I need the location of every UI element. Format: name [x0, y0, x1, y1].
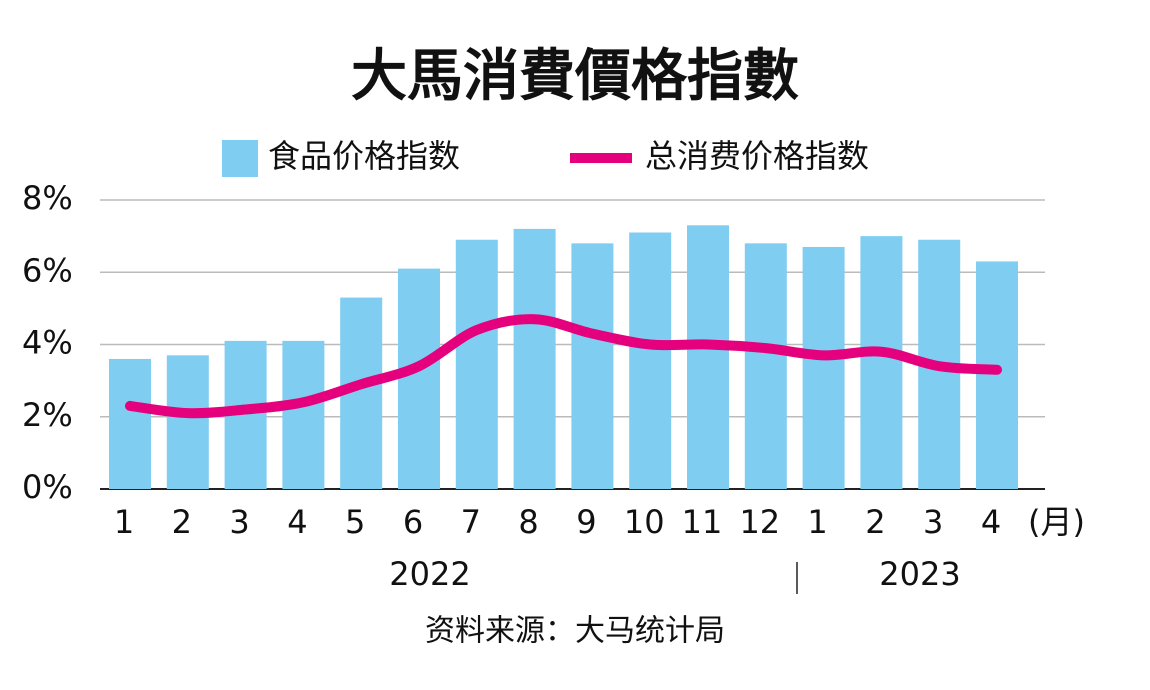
x-tick-label: 4: [981, 503, 1001, 541]
chart-title: 大馬消費價格指數: [351, 44, 799, 109]
y-tick-label: 4%: [22, 324, 73, 362]
x-tick-label: 7: [461, 503, 481, 541]
line: [125, 314, 1002, 419]
bar: [860, 236, 903, 489]
y-tick-label: 8%: [22, 179, 73, 217]
x-tick-label: 5: [345, 503, 365, 541]
legend-label: 总消费价格指数: [645, 137, 869, 175]
bar: [282, 340, 325, 489]
y-tick-label: 0%: [22, 468, 73, 506]
bar: [166, 355, 209, 489]
x-tick-label: 1: [114, 503, 134, 541]
source: 资料来源：大马统计局: [425, 614, 725, 649]
x-tick-label: 3: [923, 503, 943, 541]
x-tick-label: 4: [287, 503, 307, 541]
bar: [513, 228, 556, 489]
x-tick-label: 3: [229, 503, 249, 541]
x-tick-label: 2: [172, 503, 192, 541]
bar: [976, 261, 1018, 489]
unit-label: (月): [1028, 503, 1085, 541]
bar: [571, 243, 614, 489]
bar: [398, 268, 440, 489]
bar: [802, 246, 845, 489]
x-tick-label: 12: [739, 503, 780, 541]
bar: [109, 358, 151, 489]
y-tick-label: 6%: [22, 251, 73, 289]
legend-swatch: [222, 140, 258, 177]
bar: [455, 239, 498, 489]
x-tick-label: 10: [624, 503, 665, 541]
year-label: 2023: [879, 555, 960, 593]
x-tick-label: 2: [865, 503, 885, 541]
y-tick-label: 2%: [22, 396, 73, 434]
year-label: 2022: [389, 555, 470, 593]
legend-label: 食品价格指数: [268, 137, 460, 175]
bar: [687, 225, 729, 489]
x-tick-label: 9: [576, 503, 596, 541]
bar: [744, 243, 787, 489]
x-tick-label: 8: [518, 503, 538, 541]
x-tick-label: 6: [403, 503, 423, 541]
x-tick-label: 1: [807, 503, 827, 541]
bar: [629, 232, 672, 489]
x-tick-label: 11: [682, 503, 723, 541]
